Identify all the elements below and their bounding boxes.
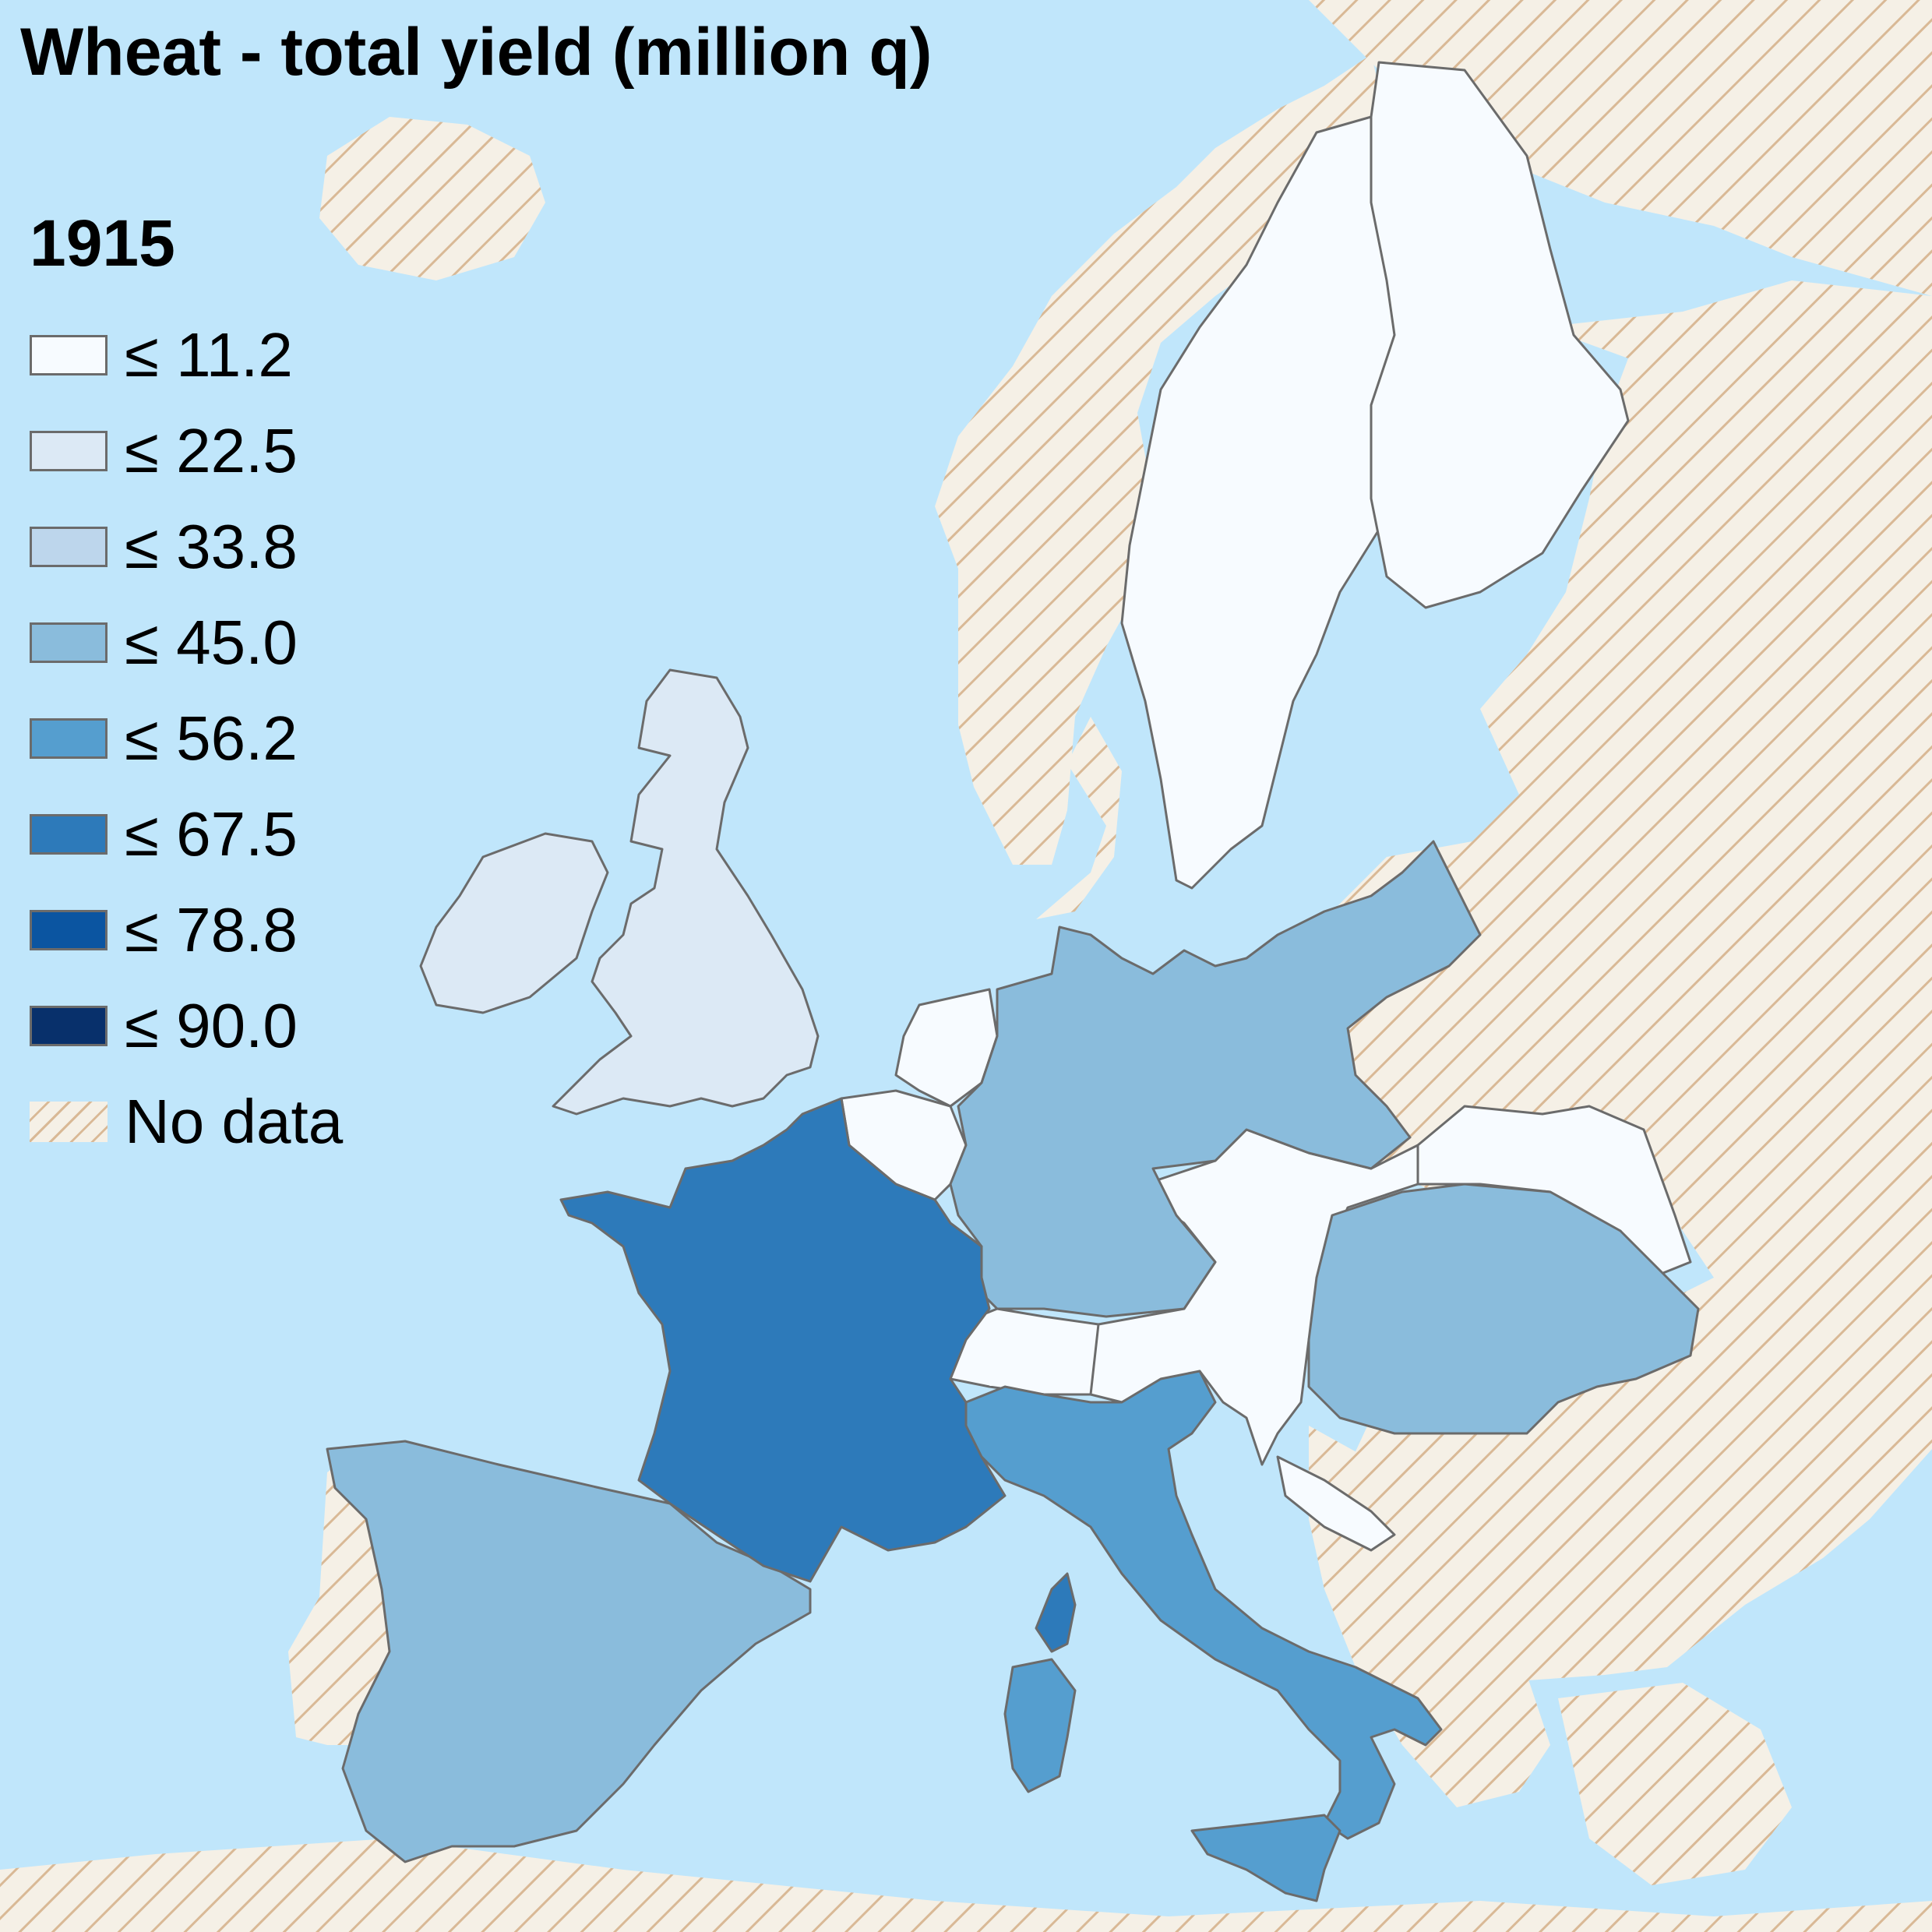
legend: 1915 ≤ 11.2 ≤ 22.5 ≤ 33.8 ≤ 45.0 ≤ 56.2 … <box>30 210 343 1169</box>
region-sardinia[interactable] <box>1003 1658 1077 1793</box>
legend-swatch <box>30 1005 108 1046</box>
legend-swatch <box>30 334 108 375</box>
legend-item: ≤ 56.2 <box>30 690 343 786</box>
region-corsica[interactable] <box>1035 1572 1077 1653</box>
legend-item: ≤ 33.8 <box>30 499 343 594</box>
legend-swatch <box>30 909 108 950</box>
legend-label: ≤ 56.2 <box>125 703 298 773</box>
legend-item: ≤ 45.0 <box>30 594 343 690</box>
north-africa-land <box>0 1839 1932 1932</box>
map-title: Wheat - total yield (million q) <box>20 15 933 90</box>
legend-label: ≤ 33.8 <box>125 511 298 581</box>
region-united-kingdom[interactable] <box>552 668 820 1116</box>
legend-swatch <box>30 813 108 855</box>
legend-swatch <box>30 526 108 567</box>
region-germany[interactable] <box>949 840 1482 1318</box>
iceland-island <box>319 117 545 280</box>
norway-land <box>935 55 1387 865</box>
legend-label: ≤ 45.0 <box>125 607 298 677</box>
legend-label: ≤ 78.8 <box>125 894 298 964</box>
greece-land <box>1558 1683 1792 1885</box>
region-dalmatia[interactable] <box>1276 1455 1396 1552</box>
legend-label: ≤ 11.2 <box>125 319 293 390</box>
region-hungary[interactable] <box>1307 1183 1700 1435</box>
legend-item-no-data: No data <box>30 1074 343 1169</box>
legend-swatch <box>30 430 108 471</box>
region-galicia[interactable] <box>1416 1105 1692 1279</box>
legend-item: ≤ 22.5 <box>30 403 343 499</box>
legend-item: ≤ 78.8 <box>30 882 343 978</box>
region-ireland[interactable] <box>419 832 609 1014</box>
region-finland[interactable] <box>1370 61 1630 609</box>
legend-item: ≤ 11.2 <box>30 307 343 403</box>
legend-year: 1915 <box>30 206 175 280</box>
legend-swatch-no-data <box>30 1101 108 1142</box>
legend-label: ≤ 22.5 <box>125 415 298 485</box>
legend-item: ≤ 90.0 <box>30 978 343 1074</box>
region-france[interactable] <box>559 1097 1007 1583</box>
legend-label: ≤ 67.5 <box>125 799 298 869</box>
data-regions <box>326 61 1700 1902</box>
russia-land <box>1309 280 1932 1683</box>
legend-label: ≤ 90.0 <box>125 990 298 1060</box>
legend-swatch <box>30 717 108 759</box>
denmark-land <box>1036 717 1122 919</box>
legend-swatch <box>30 622 108 663</box>
legend-label: No data <box>125 1086 344 1156</box>
legend-item: ≤ 67.5 <box>30 786 343 882</box>
region-italy[interactable] <box>964 1370 1443 1840</box>
region-sicily[interactable] <box>1190 1814 1341 1902</box>
